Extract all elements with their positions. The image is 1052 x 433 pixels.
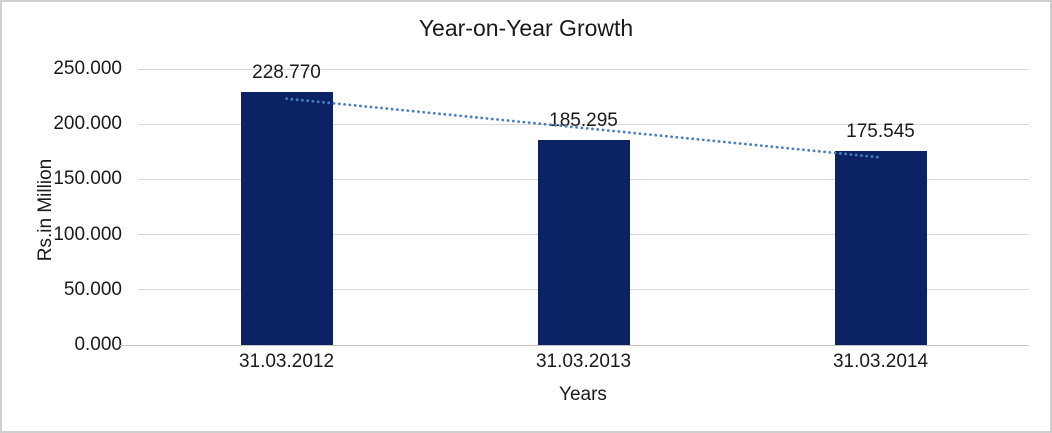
- x-axis-line: [120, 345, 1029, 346]
- x-axis-category-label: 31.03.2014: [832, 351, 929, 372]
- x-axis-category-label: 31.03.2012: [238, 351, 335, 372]
- bar: [834, 151, 927, 345]
- bar: [537, 140, 630, 345]
- data-label: 228.770: [252, 62, 321, 84]
- y-axis-tick-label: 0.000: [74, 334, 122, 355]
- chart-title: Year-on-Year Growth: [418, 15, 634, 41]
- bar: [240, 92, 333, 345]
- data-label: 185.295: [549, 110, 618, 132]
- gridline: [138, 68, 1029, 70]
- x-axis-category-label: 31.03.2013: [535, 351, 632, 372]
- data-label: 175.545: [846, 121, 915, 143]
- y-axis-tick-label: 250.000: [53, 58, 122, 79]
- y-axis-tick-label: 200.000: [53, 113, 122, 135]
- x-axis-title: Years: [559, 384, 607, 405]
- y-axis-tick-label: 50.000: [63, 278, 122, 300]
- y-axis-tick-label: 150.000: [53, 168, 122, 190]
- y-axis-tick-label: 100.000: [53, 223, 122, 245]
